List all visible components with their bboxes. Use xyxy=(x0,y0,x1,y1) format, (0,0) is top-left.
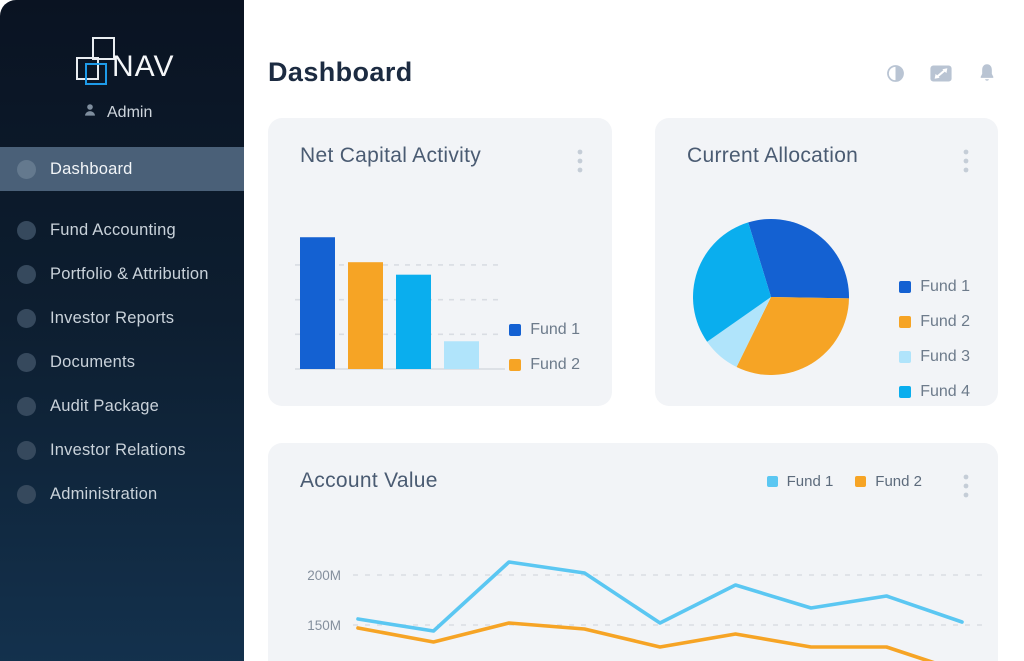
legend-swatch-icon xyxy=(899,386,912,398)
sidebar-item-investor-reports[interactable]: Investor Reports xyxy=(0,296,244,340)
logo-text: NAV xyxy=(112,50,175,83)
sidebar-item-documents[interactable]: Documents xyxy=(0,340,244,384)
sidebar: NAV Admin Dashboard Fund Accounting Portfo… xyxy=(0,0,244,661)
legend-label: Fund 1 xyxy=(530,321,580,338)
current-allocation-card: Current Allocation Fund 1 Fund 2 Fund 3 Fun… xyxy=(655,118,998,406)
legend-label: Fund 4 xyxy=(920,383,970,400)
pie-chart-legend: Fund 1 Fund 2 Fund 3 Fund 4 xyxy=(899,278,970,401)
card-title: Account Value xyxy=(300,469,438,492)
bell-icon[interactable] xyxy=(976,62,998,84)
user-menu[interactable]: Admin xyxy=(82,102,152,123)
legend-swatch-icon xyxy=(855,476,867,487)
sidebar-item-administration[interactable]: Administration xyxy=(0,472,244,516)
user-icon xyxy=(82,102,98,123)
bullet-icon xyxy=(17,159,36,179)
nav-logo: NAV xyxy=(0,0,244,100)
bullet-icon xyxy=(17,484,36,504)
sidebar-item-label: Investor Reports xyxy=(50,308,175,327)
legend-label: Fund 1 xyxy=(920,278,970,295)
pie-chart xyxy=(693,219,849,375)
legend-swatch-icon xyxy=(766,476,778,487)
sidebar-nav: Dashboard Fund Accounting Portfolio & Attr… xyxy=(0,147,244,516)
kebab-menu-icon[interactable] xyxy=(962,473,972,501)
bullet-icon xyxy=(17,220,36,240)
header-icons xyxy=(884,62,998,84)
legend-item: Fund 2 xyxy=(509,356,580,374)
sidebar-item-audit-package[interactable]: Audit Package xyxy=(0,384,244,428)
page-title: Dashboard xyxy=(268,57,413,87)
line-chart-legend: Fund 1 Fund 2 xyxy=(766,473,922,490)
legend-label: Fund 3 xyxy=(920,348,970,365)
main-content: Dashboard Net Capital Activity Fund 1 Fun… xyxy=(244,0,1024,661)
account-value-card: Account Value Fund 1 Fund 2 200M 150M xyxy=(268,443,998,661)
legend-label: Fund 2 xyxy=(920,313,970,330)
legend-swatch-icon xyxy=(899,316,912,328)
sidebar-item-label: Investor Relations xyxy=(50,440,186,459)
bullet-icon xyxy=(17,352,36,372)
legend-swatch-icon xyxy=(899,351,912,363)
card-title: Current Allocation xyxy=(687,144,859,167)
sidebar-item-label: Fund Accounting xyxy=(50,220,176,239)
legend-swatch-icon xyxy=(899,281,912,293)
legend-label: Fund 1 xyxy=(786,473,834,490)
logo-blue-square-icon xyxy=(85,63,107,85)
sidebar-item-label: Audit Package xyxy=(50,396,160,415)
sidebar-item-fund-accounting[interactable]: Fund Accounting xyxy=(0,208,244,252)
expand-icon[interactable] xyxy=(930,62,952,84)
legend-swatch-icon xyxy=(509,324,522,336)
bullet-icon xyxy=(17,440,36,460)
logo-square-icon xyxy=(92,37,115,60)
user-label: Admin xyxy=(107,103,153,121)
bar-chart xyxy=(295,237,505,370)
sidebar-item-label: Dashboard xyxy=(50,159,133,178)
kebab-menu-icon[interactable] xyxy=(962,148,972,176)
legend-label: Fund 2 xyxy=(875,473,922,490)
contrast-icon[interactable] xyxy=(884,62,906,84)
legend-item: Fund 2 xyxy=(855,473,922,490)
svg-text:150M: 150M xyxy=(307,618,341,633)
logo-square-icon xyxy=(76,57,99,80)
legend-item: Fund 1 xyxy=(899,278,970,296)
legend-item: Fund 1 xyxy=(509,321,580,339)
svg-text:200M: 200M xyxy=(307,568,341,583)
bullet-icon xyxy=(17,396,36,416)
bullet-icon xyxy=(17,264,36,284)
net-capital-activity-card: Net Capital Activity Fund 1 Fund 2 xyxy=(268,118,612,406)
legend-label: Fund 2 xyxy=(530,356,580,373)
bar-chart-legend: Fund 1 Fund 2 xyxy=(509,321,580,374)
sidebar-item-investor-relations[interactable]: Investor Relations xyxy=(0,428,244,472)
legend-item: Fund 2 xyxy=(899,313,970,331)
legend-item: Fund 1 xyxy=(766,473,834,490)
kebab-menu-icon[interactable] xyxy=(576,148,586,176)
legend-item: Fund 3 xyxy=(899,348,970,366)
sidebar-item-label: Documents xyxy=(50,352,136,371)
sidebar-item-label: Administration xyxy=(50,484,158,503)
bullet-icon xyxy=(17,308,36,328)
sidebar-item-label: Portfolio & Attribution xyxy=(50,264,209,283)
sidebar-item-portfolio-attribution[interactable]: Portfolio & Attribution xyxy=(0,252,244,296)
card-title: Net Capital Activity xyxy=(300,144,482,167)
sidebar-item-dashboard[interactable]: Dashboard xyxy=(0,147,244,191)
line-chart: 200M 150M xyxy=(307,560,987,661)
legend-item: Fund 4 xyxy=(899,383,970,401)
legend-swatch-icon xyxy=(509,359,522,371)
